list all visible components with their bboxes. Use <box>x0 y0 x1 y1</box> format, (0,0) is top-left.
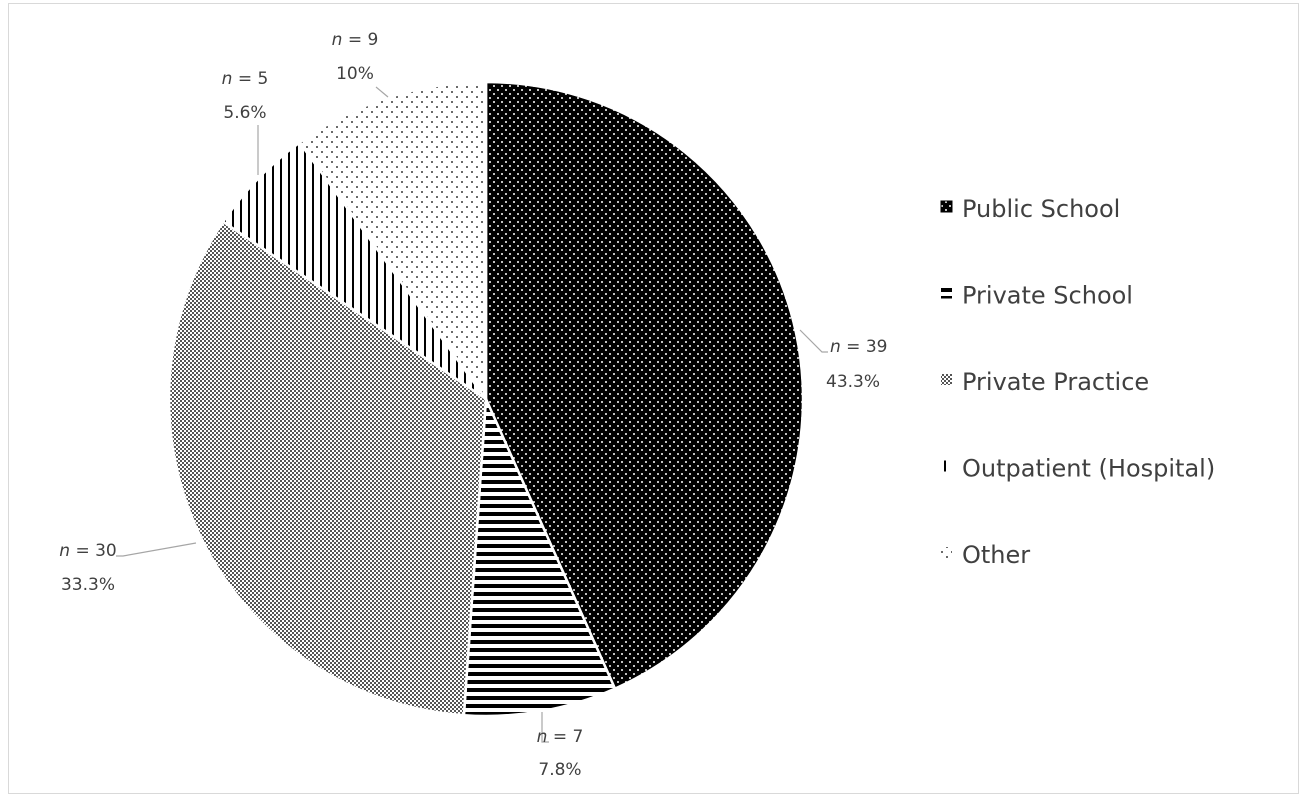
n-value-other: = 9 <box>342 30 378 50</box>
legend-swatch-private-practice <box>941 374 952 385</box>
legend: Public School Private School Private Pract… <box>940 195 1215 569</box>
slice-public-school <box>484 80 805 691</box>
leader-line-private-practice <box>116 542 197 557</box>
slice-private-practice <box>167 219 488 717</box>
n-value-outpatient-hospital: = 5 <box>232 69 268 89</box>
n-symbol-public-school: n <box>830 337 841 357</box>
n-label-other: n = 9 <box>332 30 379 50</box>
n-symbol-other: n <box>332 30 343 50</box>
n-value-private-school: = 7 <box>547 727 583 747</box>
n-value-private-practice: = 30 <box>70 541 117 561</box>
legend-label-public-school: Public School <box>962 195 1120 223</box>
leader-line-other <box>375 86 389 98</box>
n-label-public-school: n = 39 <box>830 337 887 357</box>
leader-line-private-school <box>541 712 549 743</box>
percent-label-public-school: 43.3% <box>826 372 880 392</box>
n-symbol-private-school: n <box>537 727 548 747</box>
n-symbol-outpatient-hospital: n <box>222 69 233 89</box>
n-label-private-school: n = 7 <box>537 727 584 747</box>
percent-label-private-school: 7.8% <box>538 760 581 780</box>
legend-label-outpatient-hospital: Outpatient (Hospital) <box>962 455 1215 483</box>
percent-label-private-practice: 33.3% <box>61 575 115 595</box>
pie-slices <box>167 80 805 718</box>
leader-lines <box>116 86 828 743</box>
legend-label-other: Other <box>962 541 1030 569</box>
percent-label-other: 10% <box>336 64 374 84</box>
n-symbol-private-practice: n <box>59 541 70 561</box>
leader-line-public-school <box>799 329 828 353</box>
legend-swatch-outpatient-hospital <box>941 460 952 472</box>
legend-swatch-other <box>941 547 952 558</box>
n-value-public-school: = 39 <box>841 337 888 357</box>
slice-other <box>297 80 488 403</box>
slice-private-school <box>462 398 617 718</box>
legend-label-private-practice: Private Practice <box>962 368 1149 396</box>
legend-label-private-school: Private School <box>962 282 1133 310</box>
legend-swatch-public-school <box>940 200 953 213</box>
legend-swatch-private-school <box>941 287 952 299</box>
chart-frame <box>8 3 1299 794</box>
n-label-outpatient-hospital: n = 5 <box>222 69 269 89</box>
n-label-private-practice: n = 30 <box>59 541 116 561</box>
data-labels: n = 39 43.3% n = 7 7.8% n = 30 33.3% n = 5 5.6%… <box>59 30 887 780</box>
percent-label-outpatient-hospital: 5.6% <box>223 103 266 123</box>
